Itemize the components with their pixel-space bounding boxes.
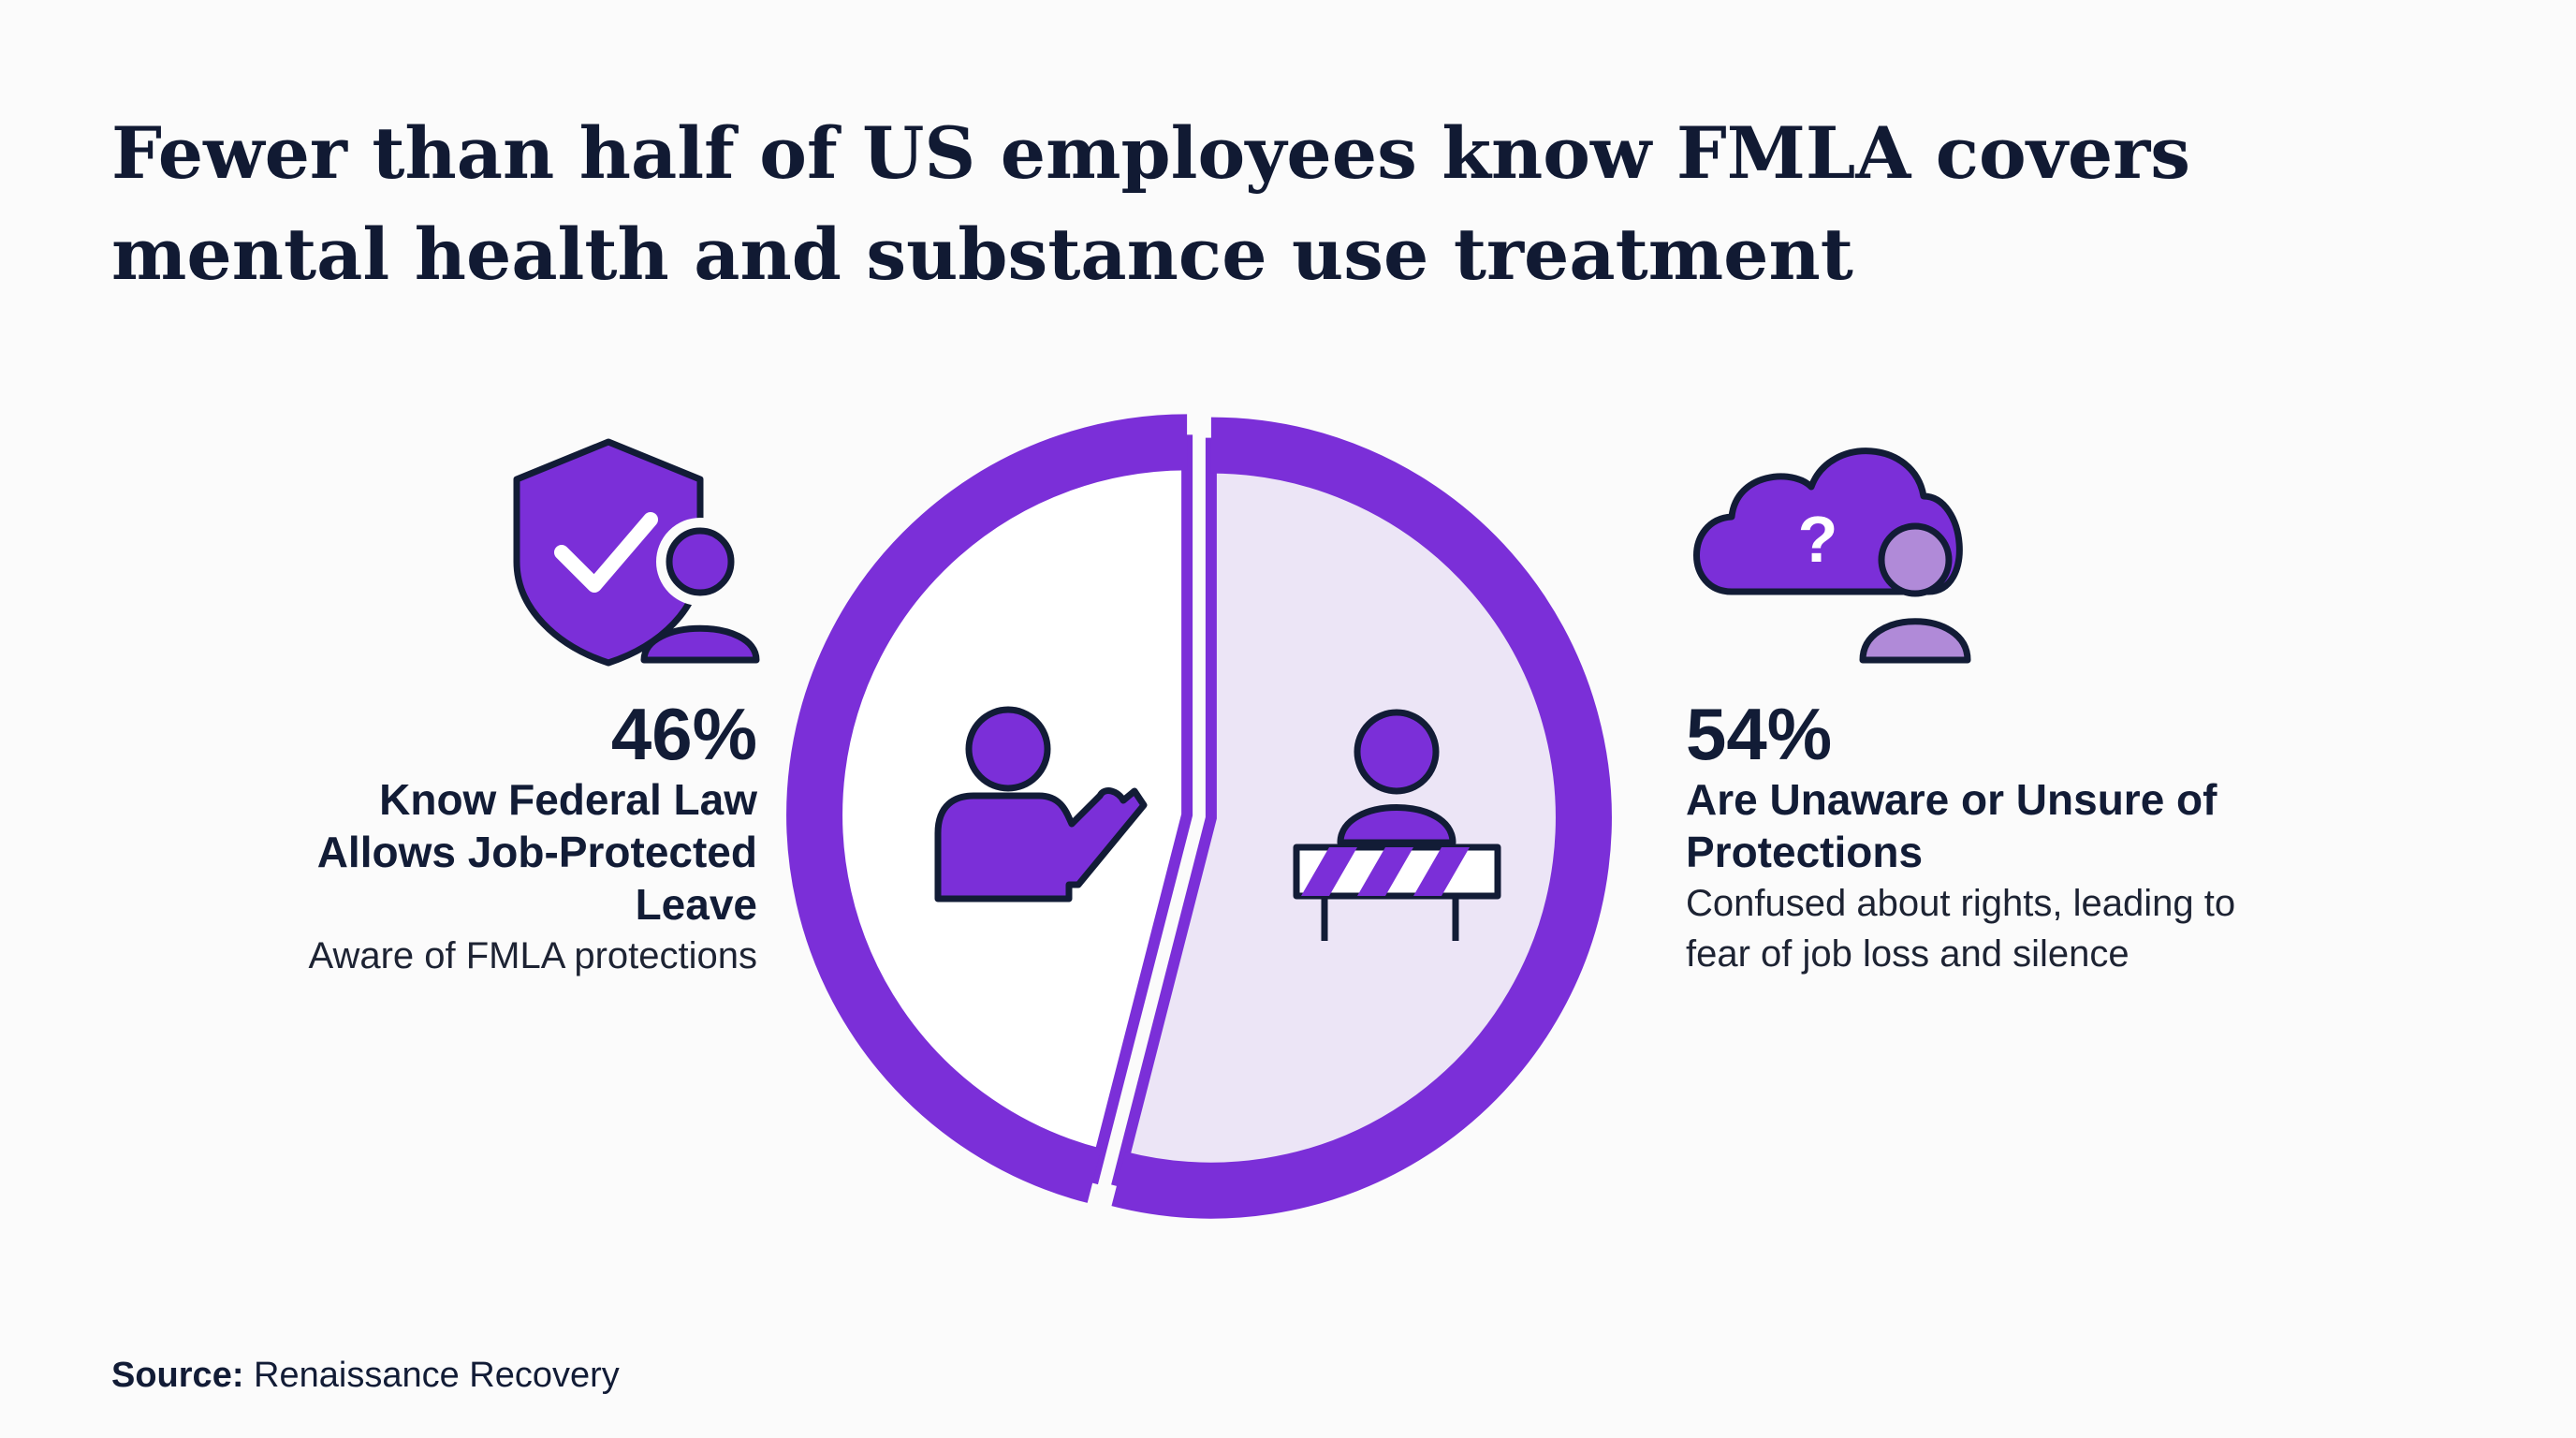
category-label: Are Unaware or Unsure of Protections [1686,775,2217,876]
barrier-icon [1293,709,1501,941]
shield-icon [513,438,760,667]
pie [786,414,1612,1219]
pie-ring [786,414,1188,1203]
value-label: 46% [610,693,757,775]
source: Source: Renaissance Recovery [111,1356,620,1396]
pie-ring [1111,417,1612,1219]
cloud-icon: ? [1693,448,1971,664]
description: Confused about rights, leading to fear o… [1686,883,2236,975]
right-block: 54% Are Unaware or Unsure of Protections… [1686,695,2247,979]
person-icon [934,706,1148,902]
source-label: Source: [111,1356,244,1395]
description: Aware of FMLA protections [308,935,758,976]
value-label: 54% [1686,693,1833,775]
left-block: 46% Know Federal Law Allows Job-Protecte… [233,693,758,981]
source-text: Renaissance Recovery [254,1356,620,1395]
question-mark: ? [1798,503,1838,576]
category-label: Know Federal Law Allows Job-Protected Le… [316,775,757,929]
chart-title: Fewer than half of US employees know FML… [111,111,2191,296]
